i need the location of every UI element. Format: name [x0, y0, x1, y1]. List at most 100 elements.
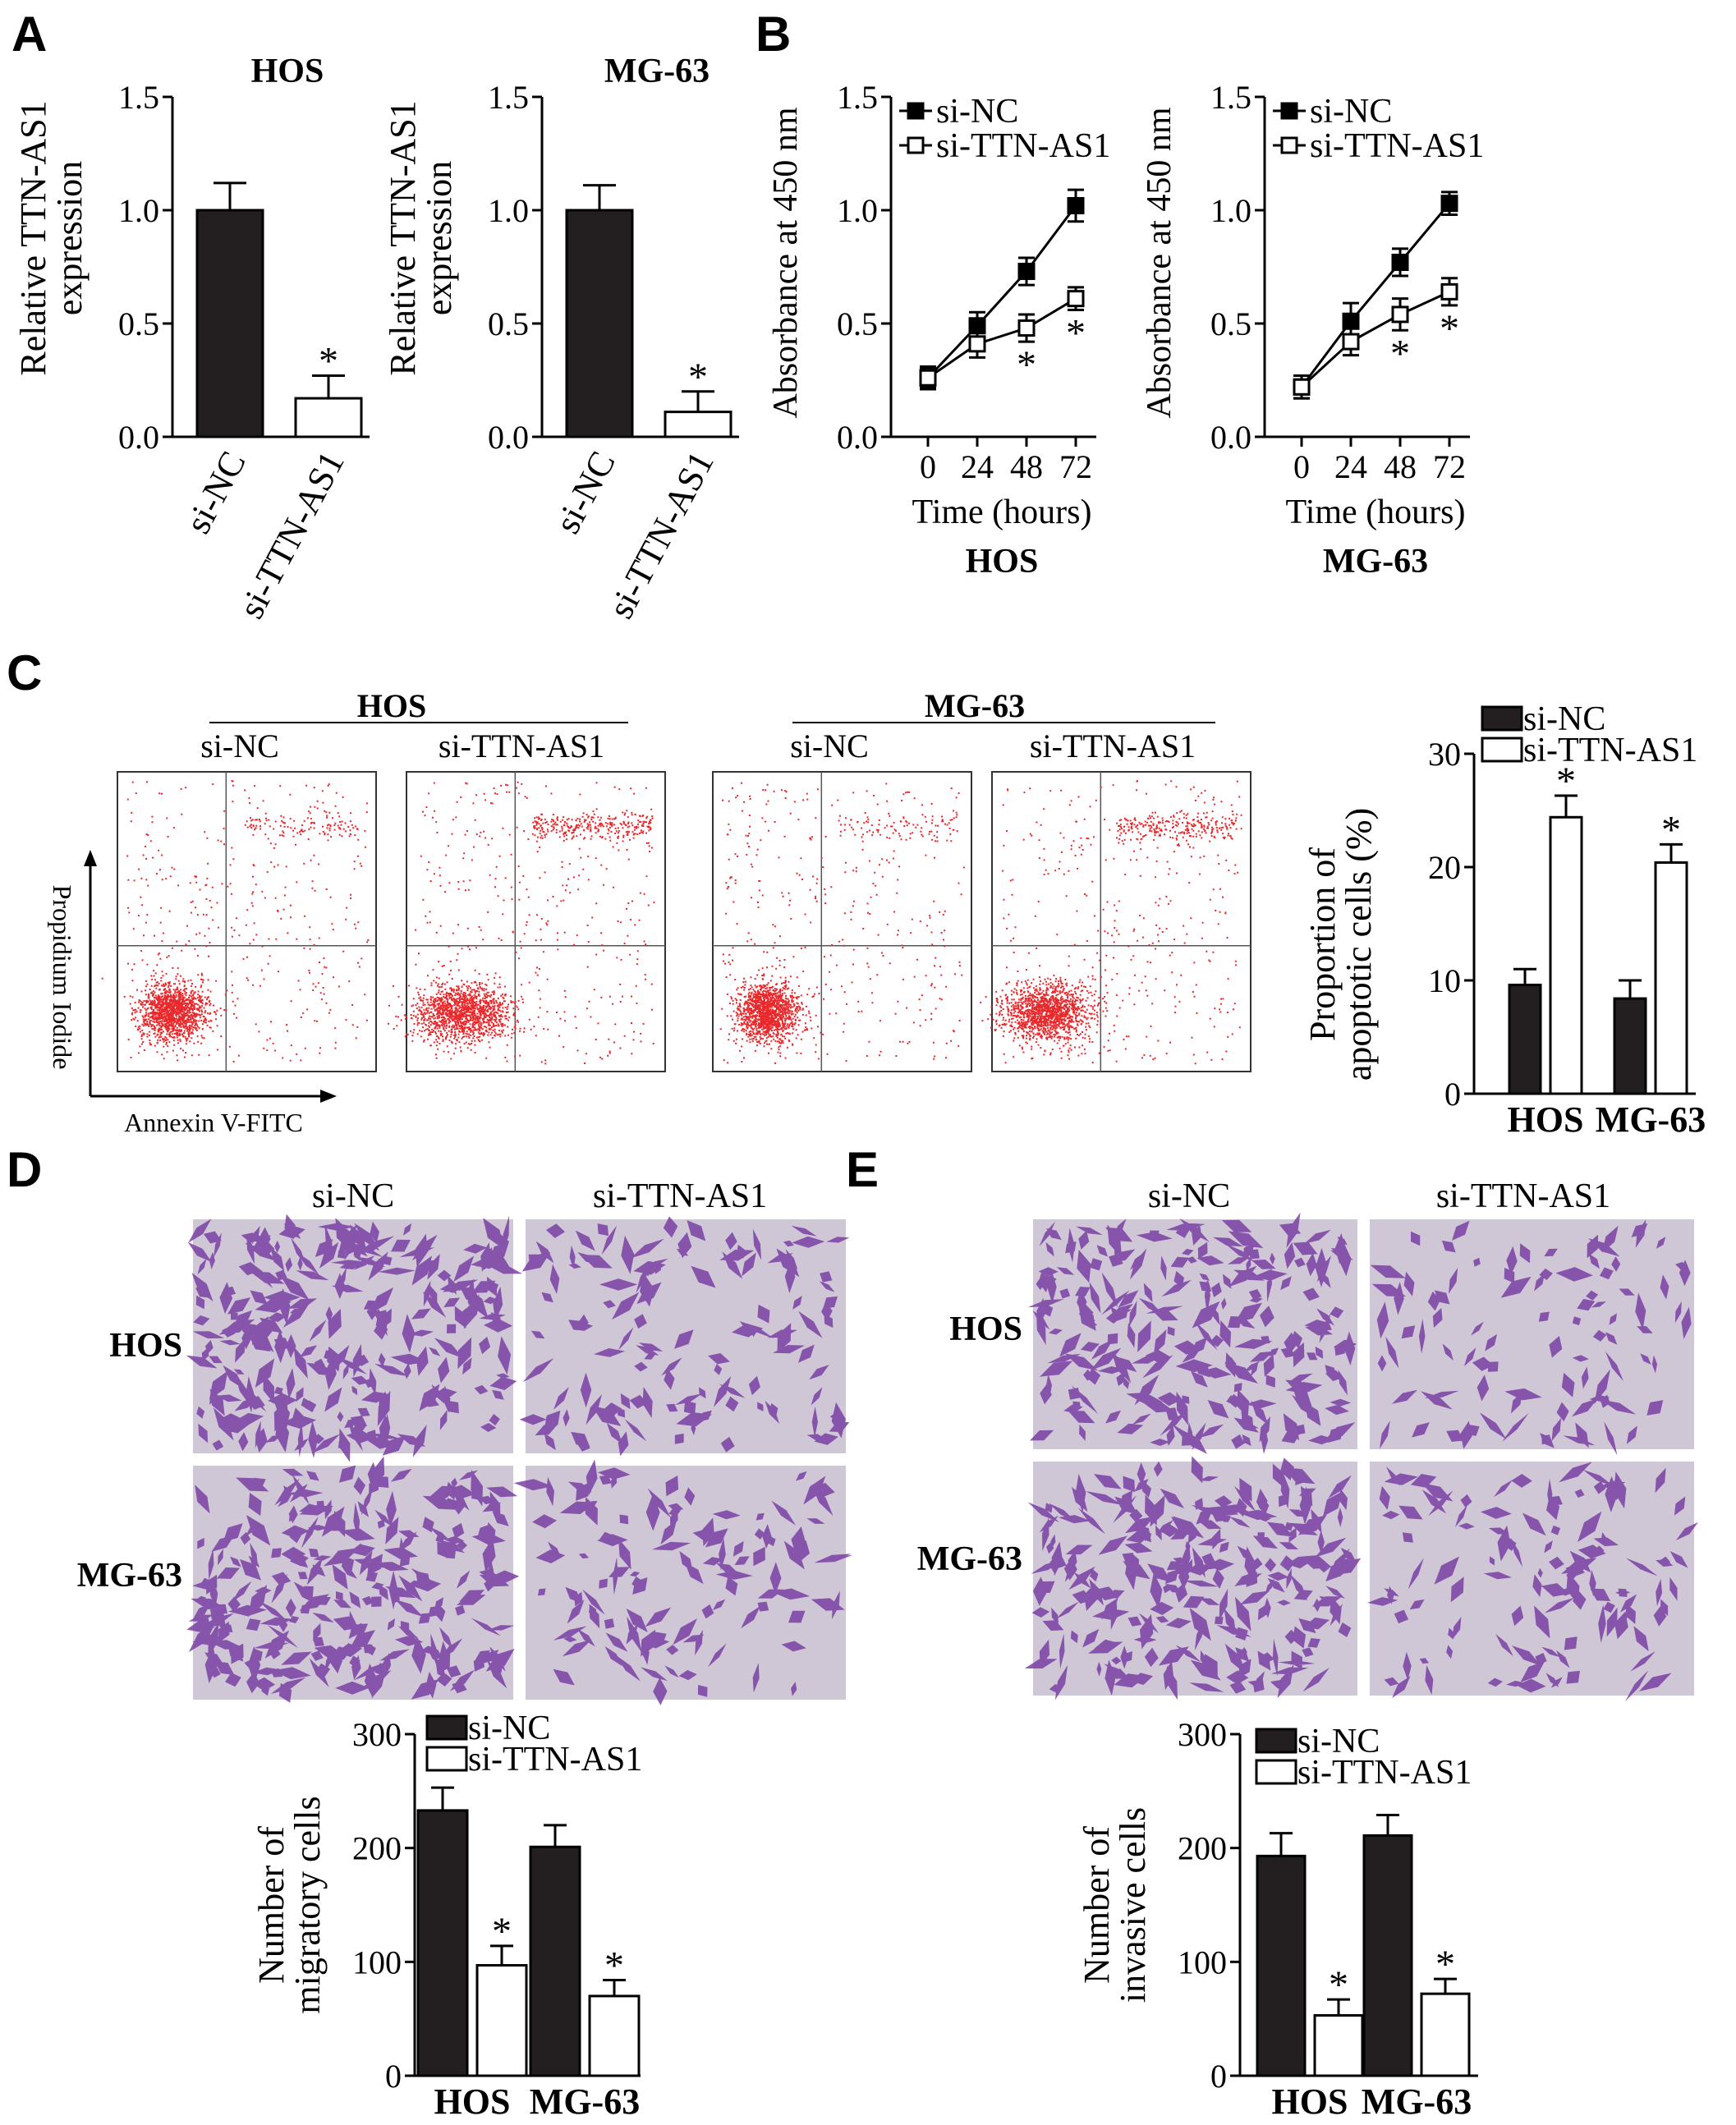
- legend-label: si-TTN-AS1: [1310, 127, 1484, 165]
- panel-letter-d: D: [7, 1142, 42, 1197]
- micrograph: [513, 1459, 853, 1705]
- y-tick-label: 200: [1178, 1830, 1227, 1867]
- y-tick-label: 0: [385, 2058, 402, 2095]
- series-line: [1300, 202, 1451, 388]
- significance-label: *: [1017, 343, 1036, 387]
- micrograph: [1370, 1219, 1694, 1456]
- flow-cytometry-panel: HOS MG-63 si-NC si-TTN-AS1 si-NC si-TTN-…: [48, 687, 1251, 1137]
- series-line: [926, 204, 1077, 379]
- y-axis-label: Relative TTN-AS1: [13, 100, 53, 375]
- y-tick-label: 200: [352, 1830, 402, 1867]
- y-tick-label: 0: [1444, 1076, 1461, 1113]
- y-axis-label: apoptotic cells (%): [1339, 808, 1379, 1081]
- y-tick-label: 10: [1428, 962, 1461, 999]
- x-tick-label: MG-63: [1362, 2081, 1472, 2122]
- micro-d-col-nc: si-NC: [312, 1177, 394, 1215]
- flow-plots: [101, 771, 1251, 1072]
- y-axis-label: invasive cells: [1113, 1807, 1153, 2003]
- flow-plot: [101, 771, 377, 1072]
- data-point: [1293, 378, 1311, 396]
- y-tick-label: 300: [352, 1716, 402, 1753]
- y-axis-label: migratory cells: [287, 1796, 328, 2013]
- flow-x-label: Annexin V-FITC: [124, 1108, 303, 1137]
- micrograph-background: [526, 1466, 846, 1700]
- data-point: [1391, 253, 1409, 271]
- y-tick-label: 300: [1178, 1716, 1227, 1753]
- significance-label: *: [492, 1910, 512, 1953]
- bar: [1256, 1854, 1307, 2077]
- y-tick-label: 0.5: [1210, 305, 1251, 342]
- legend-label: si-NC: [1523, 700, 1605, 738]
- micro-e-row-hos: HOS: [949, 1310, 1022, 1348]
- y-tick-label: 1.0: [118, 192, 159, 229]
- significance-label: *: [1066, 311, 1086, 355]
- x-tick-label: 48: [1384, 448, 1417, 485]
- micrograph: [186, 1214, 523, 1462]
- bar: [294, 397, 363, 438]
- panel-letter-b: B: [755, 7, 791, 62]
- bar: [664, 411, 733, 438]
- legend-swatch: [425, 1746, 468, 1772]
- x-tick-label: 72: [1059, 448, 1092, 485]
- y-axis-label: Absorbance at 450 nm: [767, 107, 805, 418]
- bar: [1362, 1834, 1413, 2077]
- significance-label: *: [1329, 1963, 1348, 2007]
- bar: [1508, 984, 1542, 1095]
- data-point: [1017, 263, 1036, 281]
- legend-label: si-TTN-AS1: [936, 127, 1110, 165]
- legend-label: si-TTN-AS1: [468, 1741, 642, 1778]
- data-point: [1067, 290, 1085, 308]
- y-tick-label: 0.0: [118, 419, 159, 456]
- y-axis-label: Absorbance at 450 nm: [1141, 107, 1178, 418]
- bar: [195, 209, 264, 438]
- bar: [1313, 2014, 1364, 2077]
- x-tick-label: MG-63: [1596, 1099, 1706, 1140]
- chart-title: HOS: [251, 53, 324, 90]
- legend-label: si-TTN-AS1: [1297, 1754, 1472, 1792]
- flow-cond-hos-ttn: si-TTN-AS1: [439, 727, 604, 764]
- y-tick-label: 1.0: [488, 192, 529, 229]
- flow-cond-mg63-nc: si-NC: [790, 727, 869, 764]
- micrograph: [519, 1216, 850, 1457]
- micro-d-row-hos: HOS: [109, 1327, 182, 1365]
- y-tick-label: 0: [1210, 2058, 1227, 2095]
- stained-cells: [1367, 1462, 1698, 1702]
- y-tick-label: 20: [1428, 849, 1461, 886]
- micrograph: [186, 1456, 520, 1703]
- bar: [475, 1963, 528, 2077]
- chart-b-hos: 0.0 0.5 1.0 1.5 Absorbance at 450 nm 0 24 48 72 T…: [767, 79, 1110, 581]
- y-tick-label: 1.0: [837, 192, 878, 229]
- legend-label: si-NC: [936, 93, 1018, 131]
- bar: [529, 1845, 581, 2077]
- micrograph: [1027, 1212, 1357, 1454]
- flow-cond-mg63-ttn: si-TTN-AS1: [1030, 727, 1196, 764]
- y-tick-label: 1.5: [118, 79, 159, 116]
- bar: [1613, 997, 1647, 1095]
- panel-letter-e: E: [846, 1142, 879, 1197]
- y-tick-label: 30: [1428, 736, 1461, 773]
- legend-swatch: [1481, 705, 1523, 732]
- data-point: [968, 335, 986, 353]
- chart-title: HOS: [966, 543, 1039, 581]
- legend-label: si-NC: [468, 1710, 550, 1747]
- legend-marker: [907, 102, 925, 120]
- x-tick-label: HOS: [434, 2081, 511, 2122]
- x-tick-label: HOS: [1508, 1099, 1584, 1140]
- data-point: [1017, 319, 1036, 337]
- x-axis-label: Time (hours): [1286, 493, 1466, 531]
- stained-cells: [186, 1456, 520, 1703]
- micrograph-background: [1370, 1219, 1694, 1449]
- stained-cells: [513, 1459, 853, 1705]
- stained-cells: [1370, 1219, 1692, 1456]
- y-tick-label: 100: [352, 1944, 402, 1980]
- y-axis-label: Proportion of: [1302, 847, 1343, 1041]
- flow-group-hos: HOS: [357, 687, 426, 724]
- x-tick-label: 0: [1293, 448, 1310, 485]
- bar: [588, 1994, 641, 2077]
- stained-cells: [1024, 1456, 1362, 1700]
- legend-label: si-TTN-AS1: [1523, 732, 1697, 769]
- micrograph: [1024, 1456, 1362, 1700]
- bar: [565, 209, 634, 438]
- bar: [1549, 815, 1583, 1095]
